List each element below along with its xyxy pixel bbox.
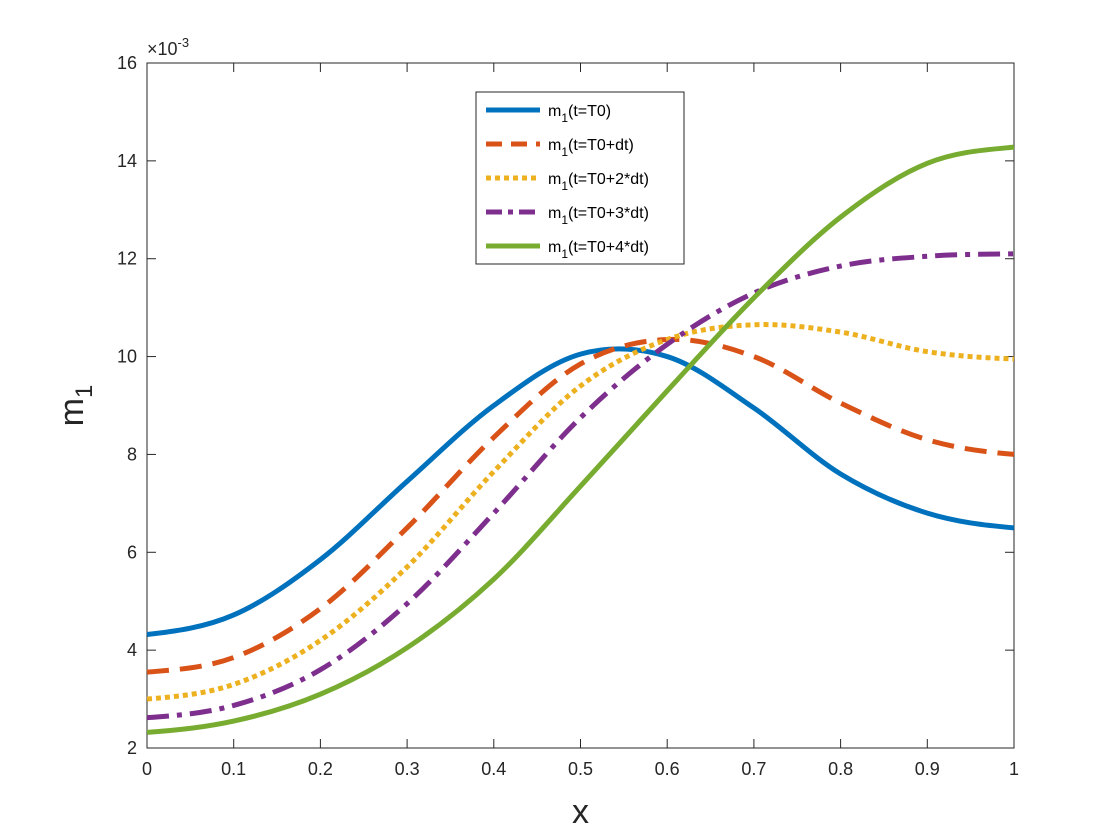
y-exponent-label: ×10-3 xyxy=(147,35,189,59)
legend-entry-base: m xyxy=(548,103,561,120)
legend-entry-rest: (t=T0+2*dt) xyxy=(568,171,649,188)
y-tick-label: 6 xyxy=(127,542,137,562)
x-tick-label: 0 xyxy=(142,759,152,779)
axes: 0 0.1 0.2 0.3 0.4 0.5 0.6 0.7 0.8 0.9 124681012141… xyxy=(53,35,1019,831)
x-tick-label: 0.9 xyxy=(915,759,940,779)
legend-entry-subscript: 1 xyxy=(561,247,568,261)
legend-entry-4: m1(t=T0+3*dt) xyxy=(548,205,649,227)
x-tick-label: 0.7 xyxy=(741,759,766,779)
x-tick-label: 0.2 xyxy=(308,759,333,779)
x-axis-title: x xyxy=(572,793,589,831)
y-tick-label: 16 xyxy=(117,53,137,73)
series-line-1 xyxy=(146,346,1015,637)
legend-entry-3: m1(t=T0+2*dt) xyxy=(548,171,649,193)
series-line-3 xyxy=(146,322,1015,702)
legend-entry-subscript: 1 xyxy=(561,213,568,227)
legend-entry-rest: (t=T0+4*dt) xyxy=(568,239,649,256)
y-tick-label: 14 xyxy=(117,151,137,171)
legend-entry-base: m xyxy=(548,171,561,188)
legend-entry-rest: (t=T0+3*dt) xyxy=(568,205,649,222)
y-tick-label: 8 xyxy=(127,444,137,464)
x-tick-label: 0.8 xyxy=(828,759,853,779)
legend-entry-subscript: 1 xyxy=(561,179,568,193)
legend-entry-rest: (t=T0) xyxy=(568,103,611,120)
legend-entry-base: m xyxy=(548,205,561,222)
legend-entry-subscript: 1 xyxy=(561,145,568,159)
legend-box xyxy=(475,91,685,265)
legend-entry-1: m1(t=T0) xyxy=(548,103,611,125)
y-exponent-power: -3 xyxy=(178,35,190,50)
x-tick-label: 0.1 xyxy=(221,759,246,779)
y-tick-label: 12 xyxy=(117,249,137,269)
plot-series xyxy=(146,144,1015,735)
legend-entry-base: m xyxy=(548,239,561,256)
x-tick-label: 0.6 xyxy=(655,759,680,779)
x-tick-label: 0.4 xyxy=(481,759,506,779)
x-tick-label: 0.3 xyxy=(395,759,420,779)
x-tick-label: 1 xyxy=(1009,759,1019,779)
y-axis-title-base: m xyxy=(53,398,91,426)
series-line-5 xyxy=(146,144,1015,735)
y-exponent-base: ×10 xyxy=(147,39,178,59)
legend-entry-base: m xyxy=(548,137,561,154)
y-axis-title-subscript: 1 xyxy=(71,385,98,398)
y-tick-label: 10 xyxy=(117,347,137,367)
legend-entry-5: m1(t=T0+4*dt) xyxy=(548,239,649,261)
legend-entry-2: m1(t=T0+dt) xyxy=(548,137,634,159)
y-axis-title: m1 xyxy=(53,385,98,427)
series-line-4 xyxy=(146,251,1015,721)
x-tick-label: 0.5 xyxy=(568,759,593,779)
legend: m1(t=T0)m1(t=T0+dt)m1(t=T0+2*dt)m1(t=T0+… xyxy=(475,91,685,265)
y-tick-label: 2 xyxy=(127,738,137,758)
y-tick-label: 4 xyxy=(127,640,137,660)
legend-entry-subscript: 1 xyxy=(561,111,568,125)
series-line-2 xyxy=(146,336,1015,675)
legend-entry-rest: (t=T0+dt) xyxy=(568,137,634,154)
